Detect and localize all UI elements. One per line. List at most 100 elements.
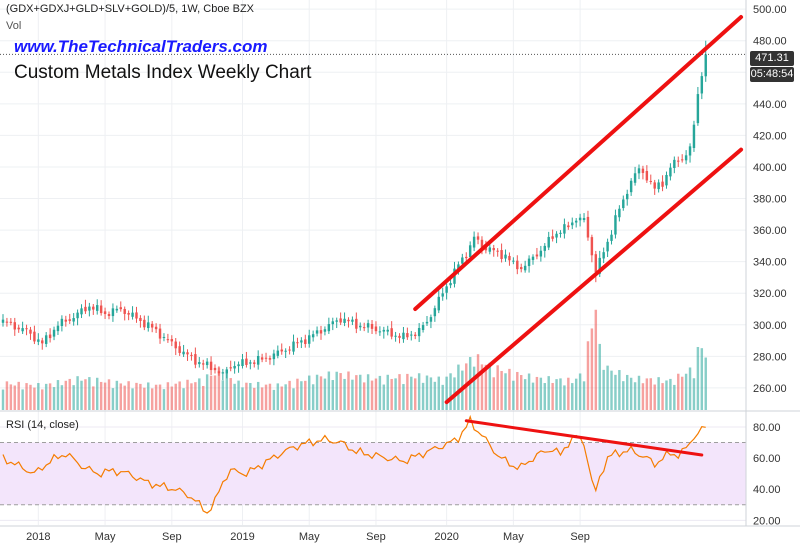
volume-bar <box>437 376 440 410</box>
time-tick-label: May <box>95 531 116 543</box>
candle-body <box>60 318 64 327</box>
volume-bar <box>1 389 5 410</box>
volume-bar <box>213 375 217 410</box>
volume-bar <box>445 376 448 410</box>
watermark-url[interactable]: www.TheTechnicalTraders.com <box>14 37 268 56</box>
volume-bar <box>531 382 535 410</box>
volume-bar <box>147 382 150 410</box>
candle-body <box>229 367 232 369</box>
volume-bar <box>398 374 401 410</box>
candle-body <box>657 182 660 190</box>
candle-body <box>88 306 91 311</box>
volume-bar <box>390 378 393 410</box>
volume-bar <box>535 376 539 410</box>
volume-bar <box>92 386 95 410</box>
candle-body <box>688 146 692 156</box>
volume-bar <box>217 367 221 410</box>
candle-body <box>582 218 586 220</box>
candle-body <box>80 308 83 315</box>
volume-bar <box>673 384 676 410</box>
volume-bar <box>594 309 598 410</box>
volume-bar <box>29 384 32 410</box>
volume-bar <box>527 373 531 410</box>
volume-bar <box>123 385 126 410</box>
volume-bar <box>637 375 641 410</box>
candle-body <box>661 181 664 187</box>
volume-bar <box>516 371 519 410</box>
candle-body <box>421 325 425 331</box>
volume-bar <box>343 378 346 410</box>
candle-body <box>680 159 684 161</box>
volume-bar <box>629 377 633 410</box>
volume-bar <box>472 366 476 410</box>
candle-body <box>574 220 578 223</box>
volume-bar <box>96 377 99 410</box>
candle-body <box>516 260 519 270</box>
volume-bar <box>245 382 248 410</box>
volume-bar <box>52 387 56 410</box>
candle-body <box>500 250 503 259</box>
candle-body <box>492 248 495 251</box>
candle-body <box>374 326 378 332</box>
volume-bar <box>21 389 24 410</box>
volume-bar <box>256 381 260 410</box>
price-tick-label: 480.00 <box>753 36 787 48</box>
volume-bar <box>417 373 421 410</box>
volume-bar <box>547 376 550 410</box>
volume-bar <box>539 377 543 410</box>
candle-body <box>202 363 205 365</box>
last-price-tag: 471.31 <box>750 51 794 66</box>
volume-bar <box>355 375 358 410</box>
candle-body <box>33 331 36 342</box>
candle-body <box>629 180 633 193</box>
candle-body <box>386 329 389 332</box>
volume-bar <box>253 387 256 410</box>
candle-body <box>677 160 680 162</box>
countdown-tag: 05:48:54 <box>750 67 794 82</box>
candle-body <box>311 334 315 338</box>
volume-bar <box>633 382 637 410</box>
volume-bar <box>339 373 342 410</box>
volume-bar <box>578 373 582 410</box>
candle-body <box>504 254 507 259</box>
candle-body <box>237 364 240 367</box>
candle-body <box>355 318 358 329</box>
candle-body <box>52 329 56 337</box>
volume-bar <box>488 362 492 410</box>
candle-body <box>362 327 366 329</box>
rsi-trendline <box>464 419 704 457</box>
candle-body <box>496 250 499 252</box>
candle-body <box>641 168 645 173</box>
volume-bar <box>449 373 452 410</box>
candle-body <box>508 255 511 261</box>
candle-body <box>653 182 656 189</box>
volume-label: Vol <box>6 20 22 32</box>
candles <box>1 40 707 381</box>
price-trendline <box>444 147 744 405</box>
candle-body <box>9 321 13 323</box>
price-tick-label: 280.00 <box>753 351 787 363</box>
volume-bar <box>315 374 319 410</box>
volume-bar <box>677 373 680 410</box>
volume-bar <box>288 380 291 410</box>
candle-body <box>461 257 464 264</box>
volume-bar <box>374 378 378 410</box>
volume-bar <box>598 343 601 410</box>
candle-body <box>253 362 256 364</box>
volume-bar <box>260 387 264 410</box>
volume-bar <box>504 373 507 410</box>
candle-body <box>119 307 122 310</box>
candle-body <box>296 342 299 344</box>
candle-body <box>578 217 582 221</box>
volume-bar <box>139 383 142 410</box>
candle-body <box>21 328 24 332</box>
candle-body <box>304 339 307 345</box>
candle-body <box>131 312 134 317</box>
volume-bar <box>457 364 460 410</box>
candle-body <box>669 167 672 177</box>
volume-bar <box>33 387 36 410</box>
volume-bar <box>209 375 213 410</box>
candle-body <box>523 265 527 271</box>
volume-bar <box>492 377 495 410</box>
candle-body <box>48 334 52 339</box>
